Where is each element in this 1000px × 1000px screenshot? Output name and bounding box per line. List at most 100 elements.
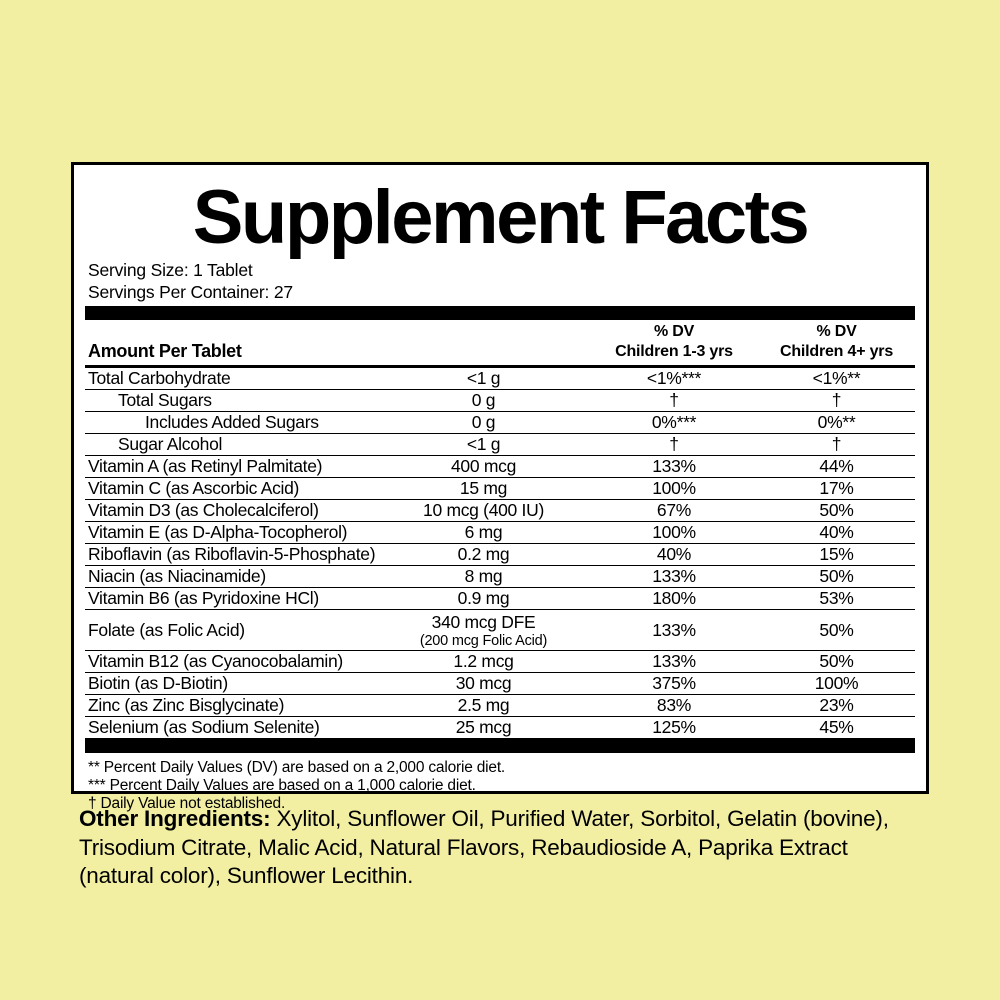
nutrient-table: Total Carbohydrate <1 g <1%*** <1%** Tot… [85, 368, 915, 738]
footnote-1000-calorie: *** Percent Daily Values are based on a … [88, 777, 476, 794]
nutrient-dv-children-4plus: 50% [819, 500, 854, 520]
table-header-row: Amount Per Tablet % DV Children 1-3 yrs … [85, 320, 915, 368]
nutrient-dv-children-4plus: 15% [819, 544, 854, 564]
table-row: Vitamin B6 (as Pyridoxine HCl) 0.9 mg 18… [85, 587, 915, 609]
table-row: Zinc (as Zinc Bisglycinate) 2.5 mg 83% 2… [85, 694, 915, 716]
nutrient-amount: 0.2 mg [457, 544, 510, 564]
dv-header-line1: % DV [816, 323, 857, 340]
nutrient-amount: 30 mcg [455, 673, 512, 693]
nutrient-dv-children-4plus: 17% [819, 478, 854, 498]
nutrient-amount: 10 mcg (400 IU) [423, 500, 544, 520]
nutrient-name: Total Sugars [118, 390, 212, 410]
dv-header-line2: Children 1-3 yrs [615, 343, 733, 360]
nutrient-name: Total Carbohydrate [88, 368, 231, 388]
table-row: Vitamin B12 (as Cyanocobalamin) 1.2 mcg … [85, 650, 915, 672]
nutrient-dv-children-1-3: 133% [652, 619, 696, 640]
nutrient-dv-children-4plus: † [831, 390, 842, 410]
nutrient-amount: 1.2 mcg [453, 651, 514, 671]
amount-per-tablet-header: Amount Per Tablet [88, 341, 242, 361]
table-row: Includes Added Sugars 0 g 0%*** 0%** [85, 411, 915, 433]
nutrient-amount: 6 mg [464, 522, 503, 542]
nutrient-dv-children-4plus: <1%** [812, 368, 861, 388]
nutrient-dv-children-1-3: 83% [656, 695, 692, 715]
nutrient-dv-children-4plus: 40% [819, 522, 854, 542]
nutrient-dv-children-1-3: 133% [652, 456, 696, 476]
dv-header-children-1-3: % DV Children 1-3 yrs [590, 322, 758, 362]
table-row: Vitamin D3 (as Cholecalciferol) 10 mcg (… [85, 499, 915, 521]
table-row: Selenium (as Sodium Selenite) 25 mcg 125… [85, 716, 915, 738]
nutrient-name: Zinc (as Zinc Bisglycinate) [88, 695, 285, 715]
nutrient-name: Riboflavin (as Riboflavin-5-Phosphate) [88, 544, 376, 564]
nutrient-dv-children-1-3: 100% [652, 522, 696, 542]
dv-header-line2: Children 4+ yrs [779, 343, 894, 360]
divider-bar-top [85, 306, 915, 320]
nutrient-dv-children-1-3: † [669, 434, 679, 454]
divider-bar-bottom [85, 738, 915, 753]
nutrient-dv-children-1-3: 133% [652, 651, 696, 671]
nutrient-dv-children-4plus: 50% [819, 651, 854, 671]
nutrient-name: Vitamin E (as D-Alpha-Tocopherol) [88, 522, 348, 542]
nutrient-amount: 340 mcg DFE (200 mcg Folic Acid) [377, 612, 590, 649]
table-row: Total Carbohydrate <1 g <1%*** <1%** [85, 368, 915, 389]
nutrient-dv-children-4plus: 45% [819, 717, 854, 737]
other-ingredients: Other Ingredients: Xylitol, Sunflower Oi… [79, 805, 927, 891]
nutrient-amount: 0 g [471, 390, 496, 410]
nutrient-name: Vitamin C (as Ascorbic Acid) [88, 478, 300, 498]
table-row: Folate (as Folic Acid) 340 mcg DFE (200 m… [85, 609, 915, 650]
nutrient-name: Folate (as Folic Acid) [88, 619, 245, 640]
nutrient-name: Includes Added Sugars [145, 412, 319, 432]
footnote-daily-value: † Daily Value not established. [88, 795, 286, 812]
servings-per-container: Servings Per Container: 27 [88, 282, 293, 302]
table-row: Vitamin E (as D-Alpha-Tocopherol) 6 mg 1… [85, 521, 915, 543]
dv-header-line1: % DV [653, 323, 695, 340]
other-ingredients-text: Xylitol, Sunflower Oil, Purified Water, … [79, 806, 889, 888]
supplement-facts-panel: Supplement Facts Serving Size: 1 Tablet … [71, 162, 929, 812]
nutrient-name: Vitamin B12 (as Cyanocobalamin) [88, 651, 343, 671]
nutrient-amount: 400 mcg [450, 456, 517, 476]
nutrient-amount: <1 g [466, 434, 501, 454]
nutrient-name: Vitamin A (as Retinyl Palmitate) [88, 456, 323, 476]
nutrient-amount: 2.5 mg [457, 695, 510, 715]
table-row: Niacin (as Niacinamide) 8 mg 133% 50% [85, 565, 915, 587]
nutrient-dv-children-1-3: <1%*** [646, 368, 702, 388]
table-row: Riboflavin (as Riboflavin-5-Phosphate) 0… [85, 543, 915, 565]
footnotes: ** Percent Daily Values (DV) are based o… [85, 759, 915, 813]
nutrient-dv-children-1-3: 133% [652, 566, 696, 586]
nutrient-amount: 25 mcg [455, 717, 512, 737]
serving-size: Serving Size: 1 Tablet [88, 260, 253, 280]
nutrient-name: Vitamin D3 (as Cholecalciferol) [88, 500, 319, 520]
nutrient-dv-children-1-3: 67% [656, 500, 692, 520]
nutrient-dv-children-4plus: † [831, 434, 842, 454]
nutrient-amount: 8 mg [464, 566, 503, 586]
nutrient-name: Selenium (as Sodium Selenite) [88, 717, 320, 737]
nutrient-name: Vitamin B6 (as Pyridoxine HCl) [88, 588, 319, 608]
nutrient-dv-children-4plus: 50% [819, 619, 854, 640]
nutrient-dv-children-4plus: 100% [814, 673, 859, 693]
nutrient-amount: 15 mg [459, 478, 508, 498]
nutrient-dv-children-1-3: 180% [652, 588, 696, 608]
other-ingredients-label: Other Ingredients: [79, 806, 271, 831]
nutrient-dv-children-4plus: 23% [819, 695, 854, 715]
nutrient-dv-children-1-3: 125% [652, 717, 696, 737]
nutrient-dv-children-1-3: 40% [656, 544, 692, 564]
footnote-2000-calorie: ** Percent Daily Values (DV) are based o… [88, 759, 506, 776]
nutrient-name: Biotin (as D-Biotin) [88, 673, 228, 693]
nutrient-dv-children-1-3: 0%*** [651, 412, 697, 432]
nutrient-name: Sugar Alcohol [118, 434, 223, 454]
nutrient-dv-children-4plus: 44% [819, 456, 854, 476]
nutrient-amount: <1 g [466, 368, 501, 388]
table-row: Vitamin A (as Retinyl Palmitate) 400 mcg… [85, 455, 915, 477]
nutrient-amount: 0 g [471, 412, 496, 432]
nutrient-dv-children-4plus: 0%** [817, 412, 856, 432]
dv-header-children-4plus: % DV Children 4+ yrs [758, 322, 915, 362]
nutrient-name: Niacin (as Niacinamide) [88, 566, 266, 586]
table-row: Total Sugars 0 g † † [85, 389, 915, 411]
nutrient-dv-children-1-3: 100% [652, 478, 696, 498]
nutrient-dv-children-1-3: 375% [652, 673, 696, 693]
nutrient-dv-children-1-3: † [669, 390, 679, 410]
table-row: Sugar Alcohol <1 g † † [85, 433, 915, 455]
nutrient-amount-subtext: (200 mcg Folic Acid) [419, 632, 548, 649]
supplement-facts-title: Supplement Facts [192, 175, 810, 260]
nutrient-dv-children-4plus: 50% [819, 566, 854, 586]
